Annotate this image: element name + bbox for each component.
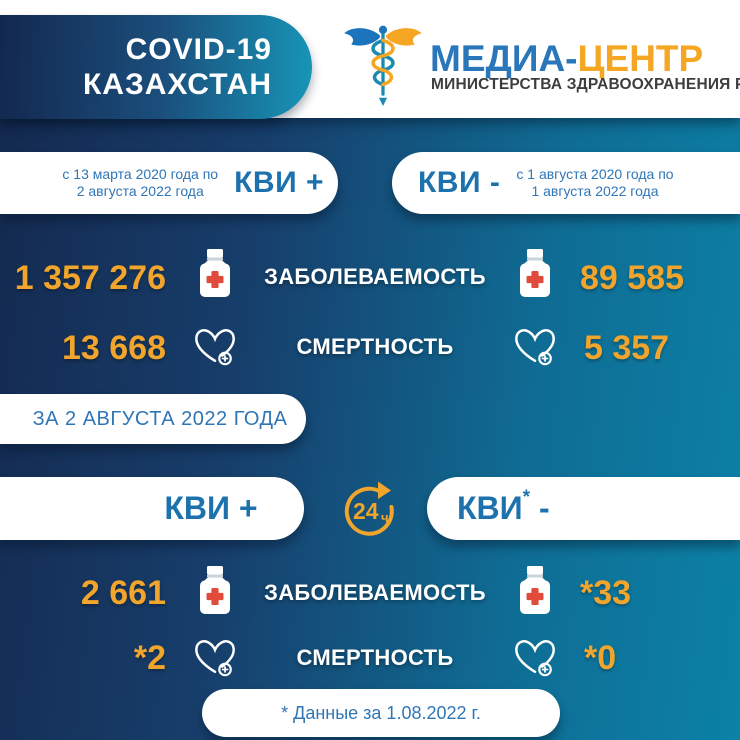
heart-health-icon: [515, 329, 555, 366]
daily-negative-pill: КВИ* -: [427, 477, 740, 540]
medicine-bottle-icon: [520, 566, 550, 614]
24h-unit: ч: [381, 510, 389, 525]
deaths-label: СМЕРТНОСТЬ: [296, 645, 454, 670]
daily-deaths-positive-value: *2: [133, 639, 166, 677]
cumulative-positive-pill: с 13 марта 2020 года по 2 августа 2022 г…: [0, 152, 338, 214]
daily-cases-positive-value: 2 661: [80, 574, 166, 612]
period-line2: 1 августа 2022 года: [531, 183, 659, 199]
footnote-pill: * Данные за 1.08.2022 г.: [202, 689, 560, 737]
cumulative-deaths-positive-value: 13 668: [62, 329, 166, 367]
daily-date-text: ЗА 2 АВГУСТА 2022 ГОДА: [32, 407, 288, 430]
cases-label: ЗАБОЛЕВАЕМОСТЬ: [264, 580, 486, 605]
daily-kvi-positive-label: КВИ +: [164, 490, 258, 526]
cumulative-negative-pill: КВИ - с 1 августа 2020 года по 1 августа…: [392, 152, 740, 214]
cumulative-cases-negative-value: 89 585: [580, 259, 684, 297]
deaths-label: СМЕРТНОСТЬ: [296, 334, 454, 359]
cases-label: ЗАБОЛЕВАЕМОСТЬ: [264, 264, 486, 289]
period-line1: с 13 марта 2020 года по: [62, 166, 219, 182]
heart-health-icon: [195, 640, 235, 677]
brand-title: МЕДИА-ЦЕНТР: [430, 38, 703, 80]
covid-title-line2: КАЗАХСТАН: [83, 68, 272, 101]
cumulative-negative-period: с 1 августа 2020 года по 1 августа 2022 …: [516, 166, 673, 200]
covid-kazakhstan-badge: COVID-19 КАЗАХСТАН: [0, 15, 312, 119]
daily-cases-negative-value: *33: [580, 574, 632, 612]
daily-deaths-negative-value: *0: [584, 639, 617, 677]
cumulative-cases-positive-value: 1 357 276: [14, 259, 166, 297]
brand-title-blue: МЕДИА-: [430, 38, 578, 79]
header-band: COVID-19 КАЗАХСТАН МЕДИА-ЦЕНТР МИНИСТЕРС…: [0, 0, 740, 119]
kvi-positive-label: КВИ +: [234, 166, 324, 199]
kvi-base: КВИ: [457, 490, 523, 526]
kvi-minus: -: [530, 490, 550, 526]
brand-title-yellow: ЦЕНТР: [577, 38, 704, 79]
caduceus-icon: [344, 25, 422, 106]
medicine-bottle-icon: [200, 566, 230, 614]
period-line2: 2 августа 2022 года: [76, 183, 204, 199]
24-hours-icon: 24 ч: [344, 481, 394, 536]
covid-title-line1: COVID-19: [125, 33, 272, 66]
heart-health-icon: [515, 640, 555, 677]
kvi-negative-label: КВИ -: [418, 166, 501, 199]
daily-positive-pill: КВИ +: [0, 477, 304, 540]
brand-subtitle: МИНИСТЕРСТВА ЗДРАВООХРАНЕНИЯ РК: [431, 76, 740, 93]
cumulative-positive-period: с 13 марта 2020 года по 2 августа 2022 г…: [62, 166, 218, 200]
period-line1: с 1 августа 2020 года по: [516, 166, 674, 182]
24h-number: 24: [353, 498, 379, 524]
kvi-asterisk: *: [522, 487, 531, 509]
daily-kvi-negative-label: КВИ* -: [457, 487, 550, 527]
daily-date-banner: ЗА 2 АВГУСТА 2022 ГОДА: [0, 394, 306, 444]
medicine-bottle-icon: [520, 249, 550, 297]
cumulative-deaths-negative-value: 5 357: [584, 329, 670, 367]
medicine-bottle-icon: [200, 249, 230, 297]
heart-health-icon: [195, 329, 235, 366]
footnote-text: * Данные за 1.08.2022 г.: [281, 702, 481, 723]
